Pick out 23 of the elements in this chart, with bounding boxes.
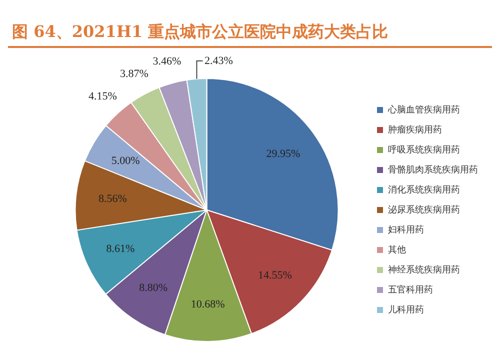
legend-label: 肿瘤疾病用药 (388, 124, 442, 136)
legend-label: 儿科用药 (388, 304, 424, 316)
chart-title: 图 64、2021H1 重点城市公立医院中成药大类占比 (8, 8, 492, 48)
data-label: 3.46% (152, 55, 182, 68)
data-label: 8.56% (98, 193, 127, 206)
legend-label: 心脑血管疾病用药 (387, 104, 460, 116)
legend-label: 五官科用药 (388, 284, 433, 296)
data-label: 3.87% (120, 68, 148, 80)
legend-label: 消化系统疾病用药 (388, 184, 460, 196)
data-label: 2.43% (204, 54, 233, 67)
data-label: 14.55% (258, 270, 292, 282)
data-label: 5.00% (111, 155, 140, 168)
legend-label: 泌尿系统疾病用药 (388, 204, 460, 216)
legend-label: 妇科用药 (388, 224, 424, 236)
data-label: 4.15% (88, 90, 117, 103)
legend-label: 其他 (388, 244, 406, 256)
legend-label: 神经系统疾病用药 (388, 264, 460, 276)
legend-label: 骨骼肌肉系统疾病用药 (388, 164, 478, 176)
data-label: 29.95% (266, 148, 300, 160)
data-label: 10.68% (190, 298, 225, 311)
data-label: 8.61% (106, 242, 135, 255)
legend-label: 呼吸系统疾病用药 (388, 144, 460, 156)
data-label: 8.80% (139, 282, 168, 294)
